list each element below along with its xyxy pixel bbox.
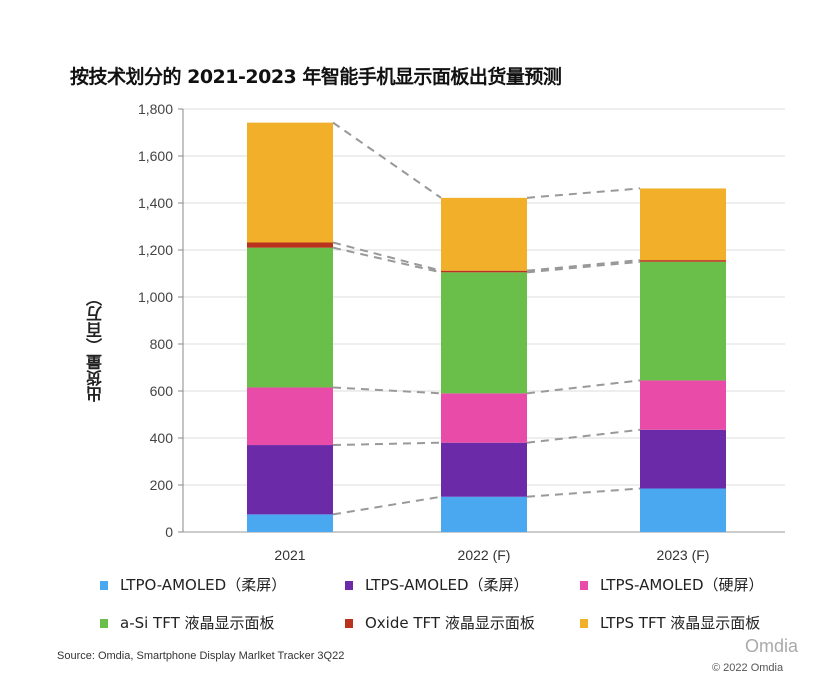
- legend-swatch: [100, 618, 108, 628]
- source-note: Source: Omdia, Smartphone Display Marlke…: [57, 650, 345, 662]
- y-tick-label: 600: [150, 383, 174, 399]
- watermark-logo: Omdia: [745, 636, 799, 656]
- y-tick-label: 1,200: [138, 242, 173, 258]
- connector-line: [526, 428, 641, 444]
- legend-swatch: [100, 580, 108, 590]
- x-tick-label: 2022 (F): [458, 547, 511, 563]
- legend-item: LTPS-AMOLED（硬屏）: [580, 576, 764, 594]
- bar-segment-3-2023F: [640, 380, 726, 430]
- connector-line: [332, 246, 442, 274]
- bar-segment-6-2021: [247, 122, 333, 243]
- legend-item: a-Si TFT 液晶显示面板: [100, 614, 275, 632]
- legend-swatch: [345, 618, 353, 628]
- bar-segment-2-2021: [247, 445, 333, 515]
- legend-label: LTPS-AMOLED（柔屏）: [365, 576, 529, 594]
- bar-segment-5-2021: [247, 242, 333, 248]
- connector-line: [526, 379, 641, 395]
- y-tick-label: 400: [150, 430, 174, 446]
- bar-segment-2-2023F: [640, 429, 726, 489]
- legend-label: a-Si TFT 液晶显示面板: [120, 614, 275, 632]
- y-tick-label: 1,000: [138, 289, 173, 305]
- y-tick-label: 800: [150, 336, 174, 352]
- legend-item: Oxide TFT 液晶显示面板: [345, 614, 535, 632]
- bar-segment-3-2021: [247, 387, 333, 446]
- connector-line: [526, 259, 641, 272]
- x-tick-label: 2021: [274, 547, 305, 563]
- connector-line: [332, 441, 442, 447]
- connector-line: [526, 187, 641, 199]
- legend-label: Oxide TFT 液晶显示面板: [365, 614, 535, 632]
- bar-segment-2-2022F: [441, 442, 527, 497]
- legend-swatch: [345, 580, 353, 590]
- legend-swatch: [580, 580, 588, 590]
- connector-line: [332, 495, 442, 516]
- legend-item: LTPS-AMOLED（柔屏）: [345, 576, 529, 594]
- bar-segment-1-2023F: [640, 488, 726, 532]
- legend-label: LTPO-AMOLED（柔屏）: [120, 576, 287, 594]
- y-tick-label: 1,400: [138, 195, 173, 211]
- bar-segment-4-2022F: [441, 272, 527, 394]
- bar-segment-1-2021: [247, 514, 333, 532]
- bar-segment-6-2022F: [441, 197, 527, 271]
- chart-title: 按技术划分的 2021-2023 年智能手机显示面板出货量预测: [70, 66, 562, 88]
- legend-label: LTPS-AMOLED（硬屏）: [600, 576, 764, 594]
- bar-segment-6-2023F: [640, 188, 726, 261]
- connector-line: [332, 241, 442, 272]
- connector-line: [332, 386, 442, 395]
- connector-line: [332, 121, 442, 199]
- connector-line: [526, 487, 641, 498]
- bar-segment-3-2022F: [441, 393, 527, 443]
- copyright-note: © 2022 Omdia: [712, 662, 784, 674]
- legend-label: LTPS TFT 液晶显示面板: [600, 614, 761, 632]
- y-tick-label: 1,600: [138, 148, 173, 164]
- bar-segment-5-2022F: [441, 270, 527, 273]
- bar-segment-1-2022F: [441, 496, 527, 532]
- legend-item: LTPO-AMOLED（柔屏）: [100, 576, 286, 594]
- y-tick-label: 200: [150, 477, 174, 493]
- y-tick-label: 1,800: [138, 101, 173, 117]
- legend-item: LTPS TFT 液晶显示面板: [580, 614, 760, 632]
- x-tick-label: 2023 (F): [657, 547, 710, 563]
- y-tick-label: 0: [165, 524, 173, 540]
- legend-swatch: [580, 618, 588, 628]
- bar-segment-5-2023F: [640, 260, 726, 262]
- bar-segment-4-2023F: [640, 261, 726, 381]
- connector-line: [526, 260, 641, 274]
- bar-segment-4-2021: [247, 247, 333, 388]
